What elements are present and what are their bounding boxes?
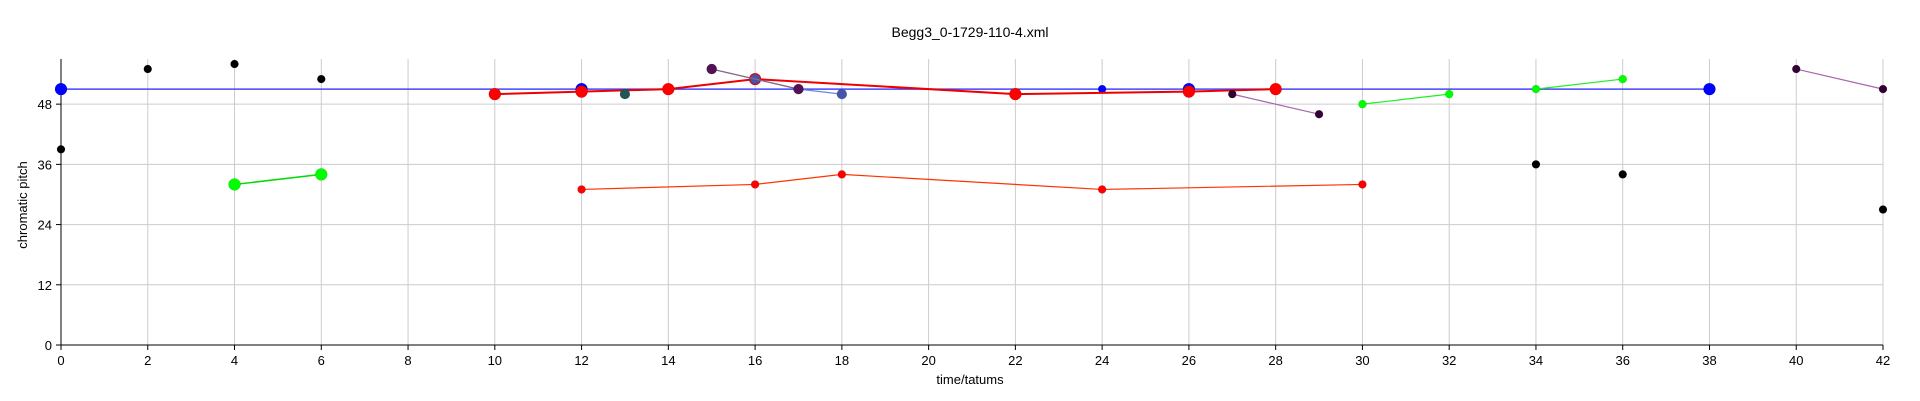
data-point [575, 85, 588, 98]
x-axis-label: time/tatums [936, 372, 1004, 387]
y-axis-label: chromatic pitch [15, 161, 30, 248]
data-point [1358, 180, 1367, 189]
axes [60, 59, 1883, 346]
x-tick-label: 26 [1182, 353, 1196, 368]
x-axis-ticks: 0 2 4 6 8 10 12 14 16 18 20 22 24 26 28 30 32 34 36 38 40 42 [57, 345, 1890, 368]
x-tick-label: 4 [231, 353, 238, 368]
data-point [228, 178, 241, 191]
x-tick-label: 22 [1008, 353, 1022, 368]
series-line [711, 68, 799, 90]
series-line [581, 173, 1363, 191]
data-point [619, 88, 631, 100]
series-line [1362, 93, 1450, 105]
data-point [577, 185, 586, 194]
data-point [750, 180, 760, 189]
x-tick-label: 8 [404, 353, 411, 368]
x-tick-label: 30 [1355, 353, 1369, 368]
y-tick-label: 12 [38, 278, 52, 293]
x-tick-label: 32 [1442, 353, 1456, 368]
series-6 [1531, 74, 1627, 94]
x-tick-label: 28 [1268, 353, 1282, 368]
y-tick-label: 24 [38, 218, 52, 233]
data-point [1358, 99, 1367, 109]
y-tick-label: 48 [38, 97, 52, 112]
data-point [1444, 89, 1454, 99]
x-tick-label: 40 [1789, 353, 1803, 368]
data-point [56, 145, 66, 154]
x-tick-label: 18 [835, 353, 849, 368]
data-point [1618, 74, 1627, 84]
data-point [1097, 185, 1107, 194]
data-point [1314, 109, 1324, 119]
series-8 [706, 63, 804, 95]
data-point [836, 88, 848, 100]
data-point [706, 63, 717, 75]
data-point [1531, 160, 1541, 169]
y-tick-label: 36 [38, 157, 52, 172]
x-tick-label: 12 [574, 353, 588, 368]
data-point [1009, 87, 1022, 101]
y-tick-label: 0 [45, 338, 52, 353]
series-line [234, 173, 322, 186]
data-point [1269, 82, 1282, 96]
y-axis-ticks: 0 12 24 36 48 [38, 97, 61, 353]
data-point [1703, 82, 1716, 96]
data-point [54, 82, 68, 96]
data-point [1878, 205, 1888, 214]
x-tick-label: 36 [1615, 353, 1629, 368]
data-point [1878, 84, 1888, 94]
x-tick-label: 42 [1876, 353, 1890, 368]
data-point [315, 168, 328, 181]
series-4 [228, 168, 328, 191]
series-0 [54, 82, 1716, 96]
data-point [1228, 89, 1237, 99]
grid [60, 59, 1884, 346]
series-line [1535, 78, 1623, 90]
series-12 [56, 59, 1888, 214]
x-tick-label: 10 [488, 353, 502, 368]
series-line [1232, 93, 1320, 115]
data-point [1618, 170, 1627, 179]
data-point [1531, 84, 1541, 94]
x-tick-label: 6 [318, 353, 325, 368]
x-tick-label: 0 [57, 353, 64, 368]
x-tick-label: 34 [1529, 353, 1543, 368]
data-point [793, 83, 804, 95]
series-group [54, 59, 1888, 214]
series-3 [577, 170, 1367, 194]
data-point [662, 82, 675, 96]
data-point [1791, 64, 1801, 74]
data-point [143, 64, 153, 74]
x-tick-label: 16 [748, 353, 762, 368]
series-line [494, 78, 1276, 96]
series-9 [1228, 89, 1324, 119]
series-5 [1358, 89, 1454, 109]
x-tick-label: 14 [661, 353, 675, 368]
series-line [1796, 68, 1884, 90]
x-tick-label: 2 [144, 353, 151, 368]
series-2 [488, 72, 1282, 101]
chart-title: Begg3_0-1729-110-4.xml [892, 24, 1049, 40]
data-point [230, 59, 239, 69]
data-point [837, 170, 847, 179]
x-tick-label: 38 [1702, 353, 1716, 368]
data-point [317, 74, 326, 84]
data-point [1182, 85, 1196, 98]
series-11 [619, 88, 631, 100]
x-tick-label: 20 [921, 353, 935, 368]
x-tick-label: 24 [1095, 353, 1109, 368]
data-point [488, 87, 502, 101]
series-10 [1791, 64, 1888, 94]
